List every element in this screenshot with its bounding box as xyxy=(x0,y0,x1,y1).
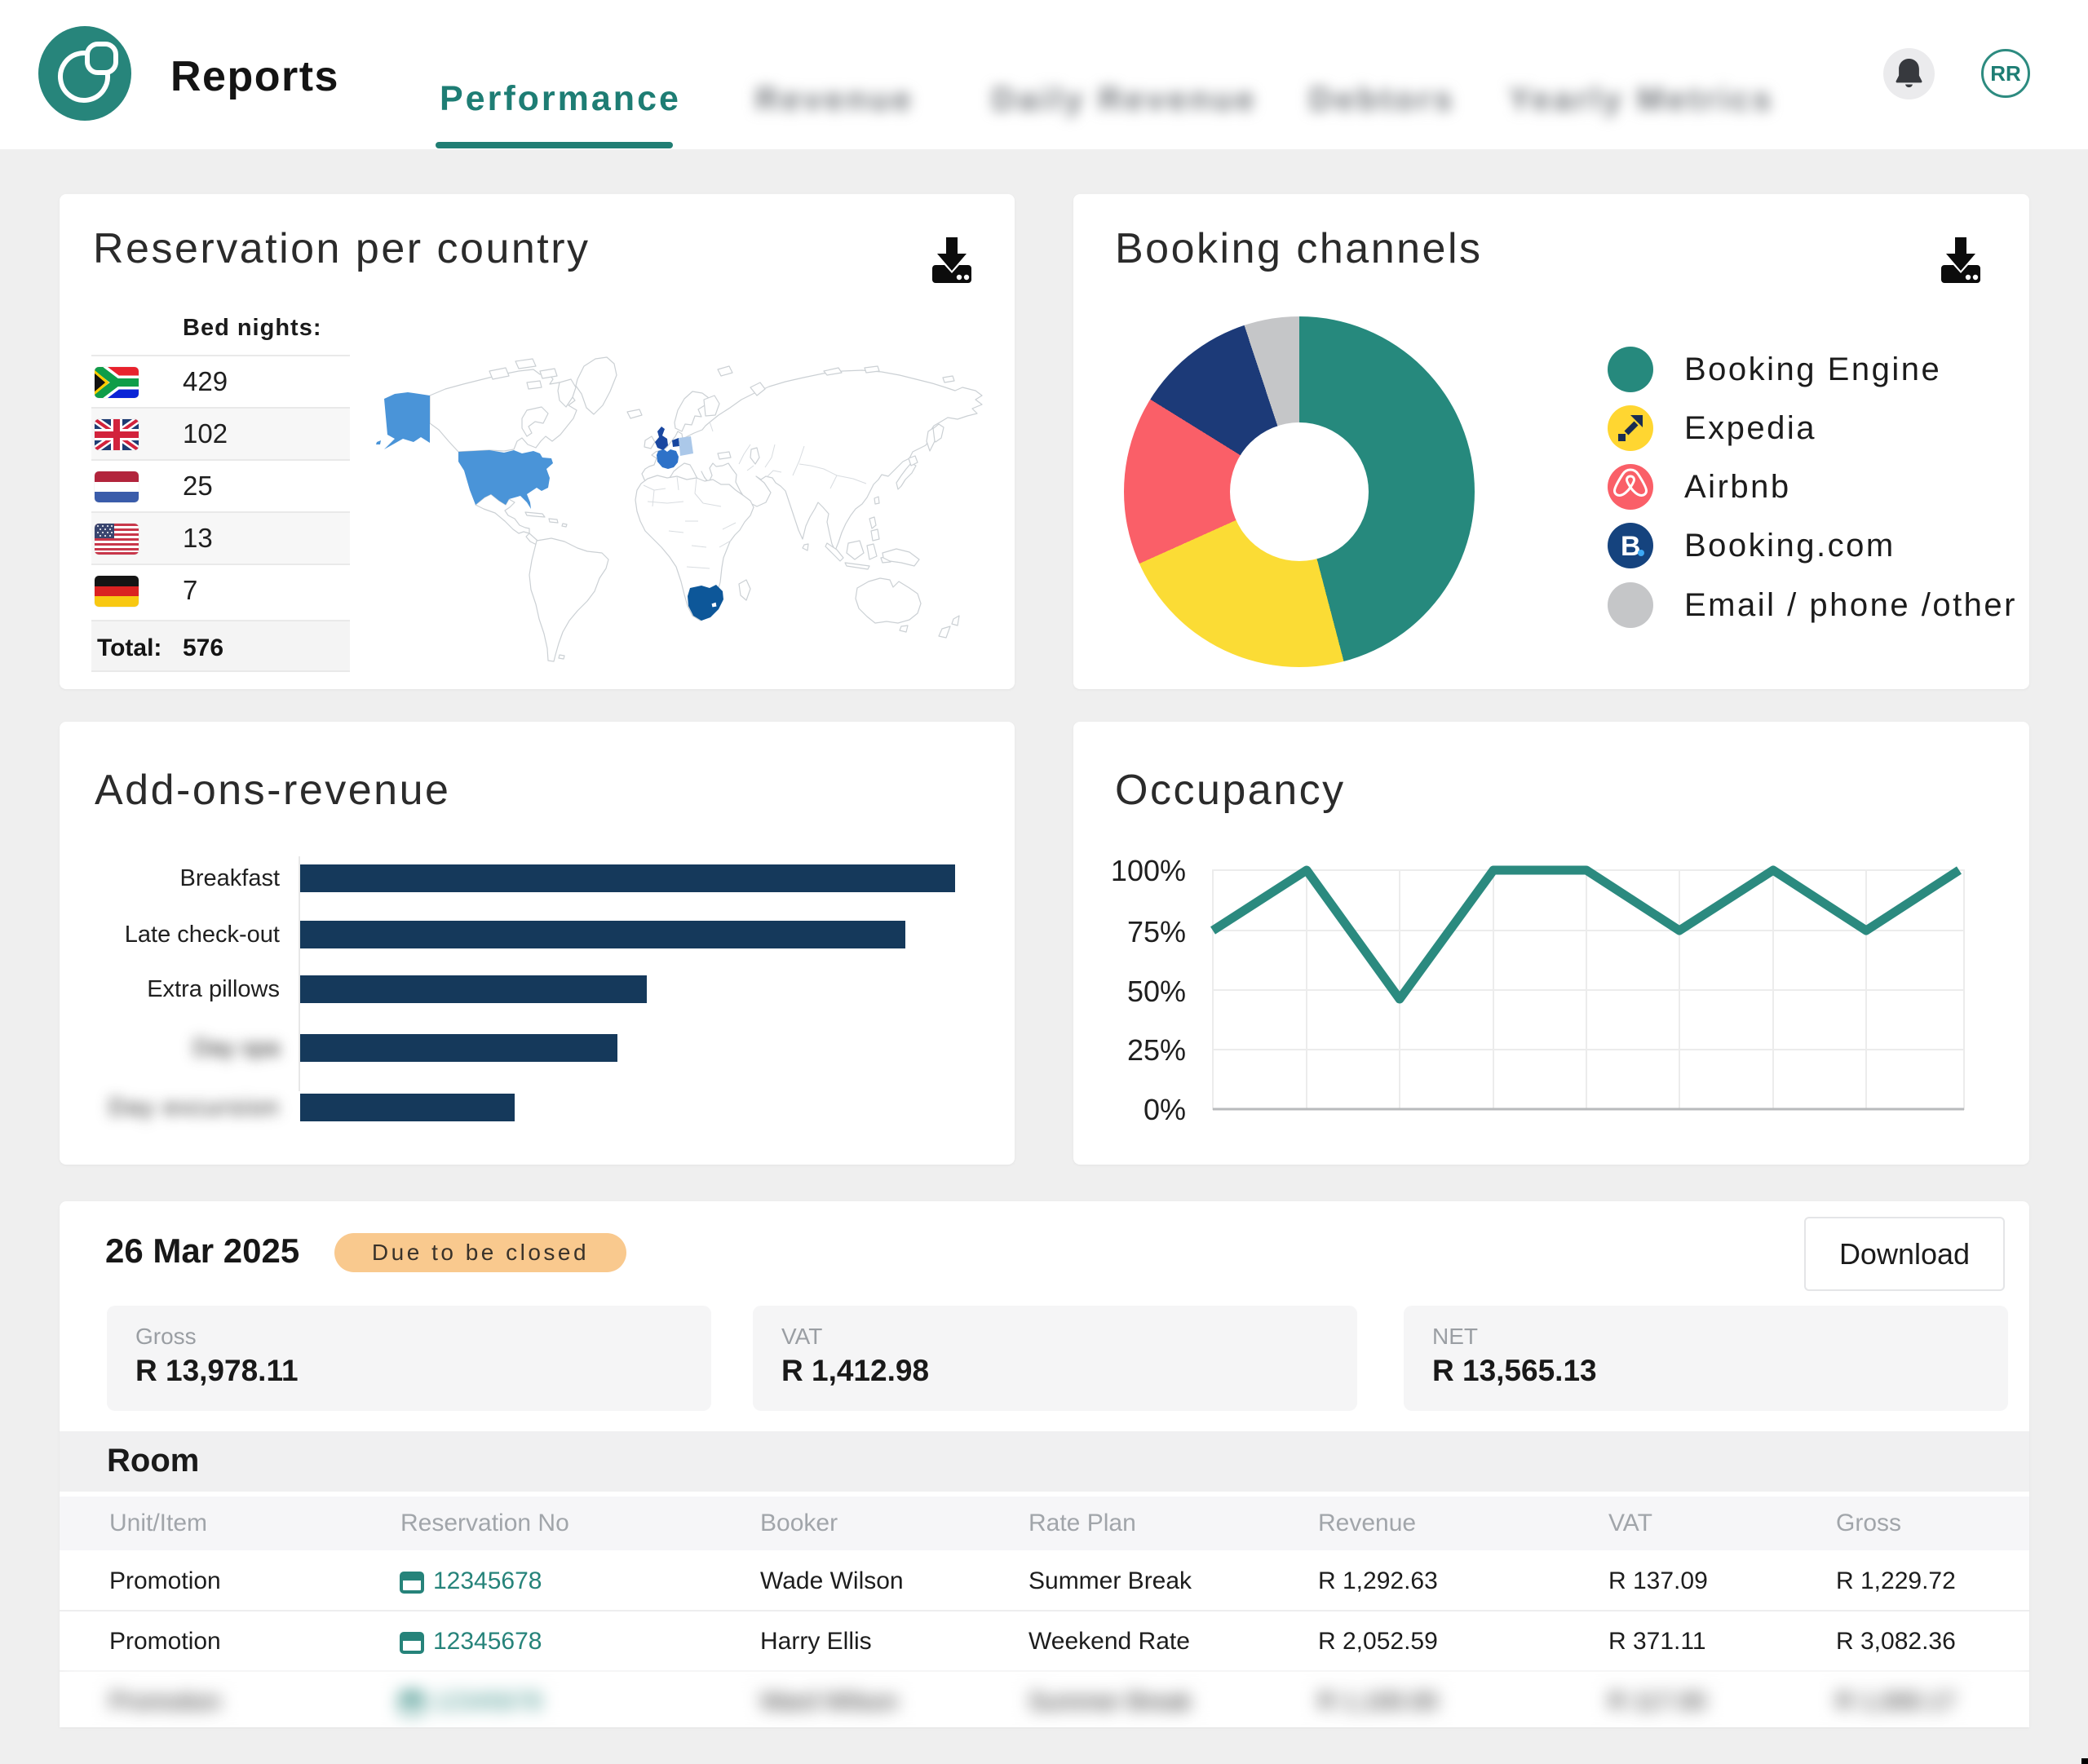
svg-text:B: B xyxy=(1621,531,1641,562)
